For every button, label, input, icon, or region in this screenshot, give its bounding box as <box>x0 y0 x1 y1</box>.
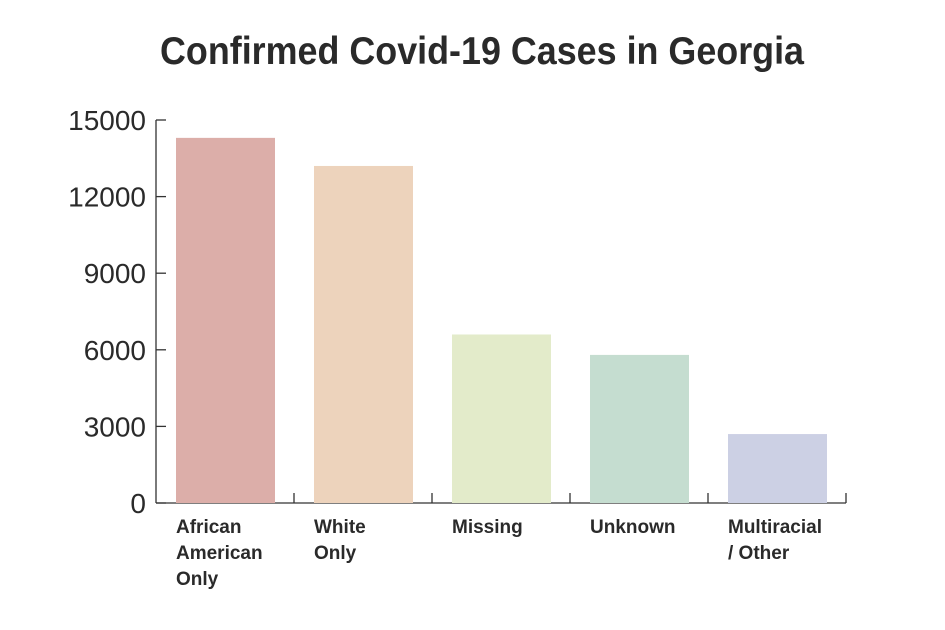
bar <box>452 334 551 503</box>
bars <box>176 137 827 503</box>
chart-title: Confirmed Covid-19 Cases in Georgia <box>160 30 805 73</box>
y-tick-label: 6000 <box>84 335 146 366</box>
x-category-label: / Other <box>728 543 790 564</box>
x-category-label: Only <box>176 569 219 590</box>
y-tick-label: 0 <box>130 488 146 519</box>
bar <box>176 137 275 503</box>
y-tick-label: 9000 <box>84 258 146 289</box>
bar <box>314 165 413 503</box>
x-category-label: White <box>314 517 366 538</box>
y-tick-label: 15000 <box>68 105 146 136</box>
bar <box>728 434 827 503</box>
x-category-label: Only <box>314 543 357 564</box>
x-category-label: Multiracial <box>728 517 822 538</box>
y-tick-label: 12000 <box>68 182 146 213</box>
bar <box>590 354 689 503</box>
x-category-label: Unknown <box>590 517 676 538</box>
category-labels: African American Only White Only Missing Unkno… <box>176 517 822 590</box>
y-axis: 0 3000 6000 9000 12000 15000 <box>68 105 166 519</box>
x-category-label: African <box>176 517 241 538</box>
y-tick-label: 3000 <box>84 411 146 442</box>
x-category-label: Missing <box>452 517 523 538</box>
x-category-label: American <box>176 543 263 564</box>
